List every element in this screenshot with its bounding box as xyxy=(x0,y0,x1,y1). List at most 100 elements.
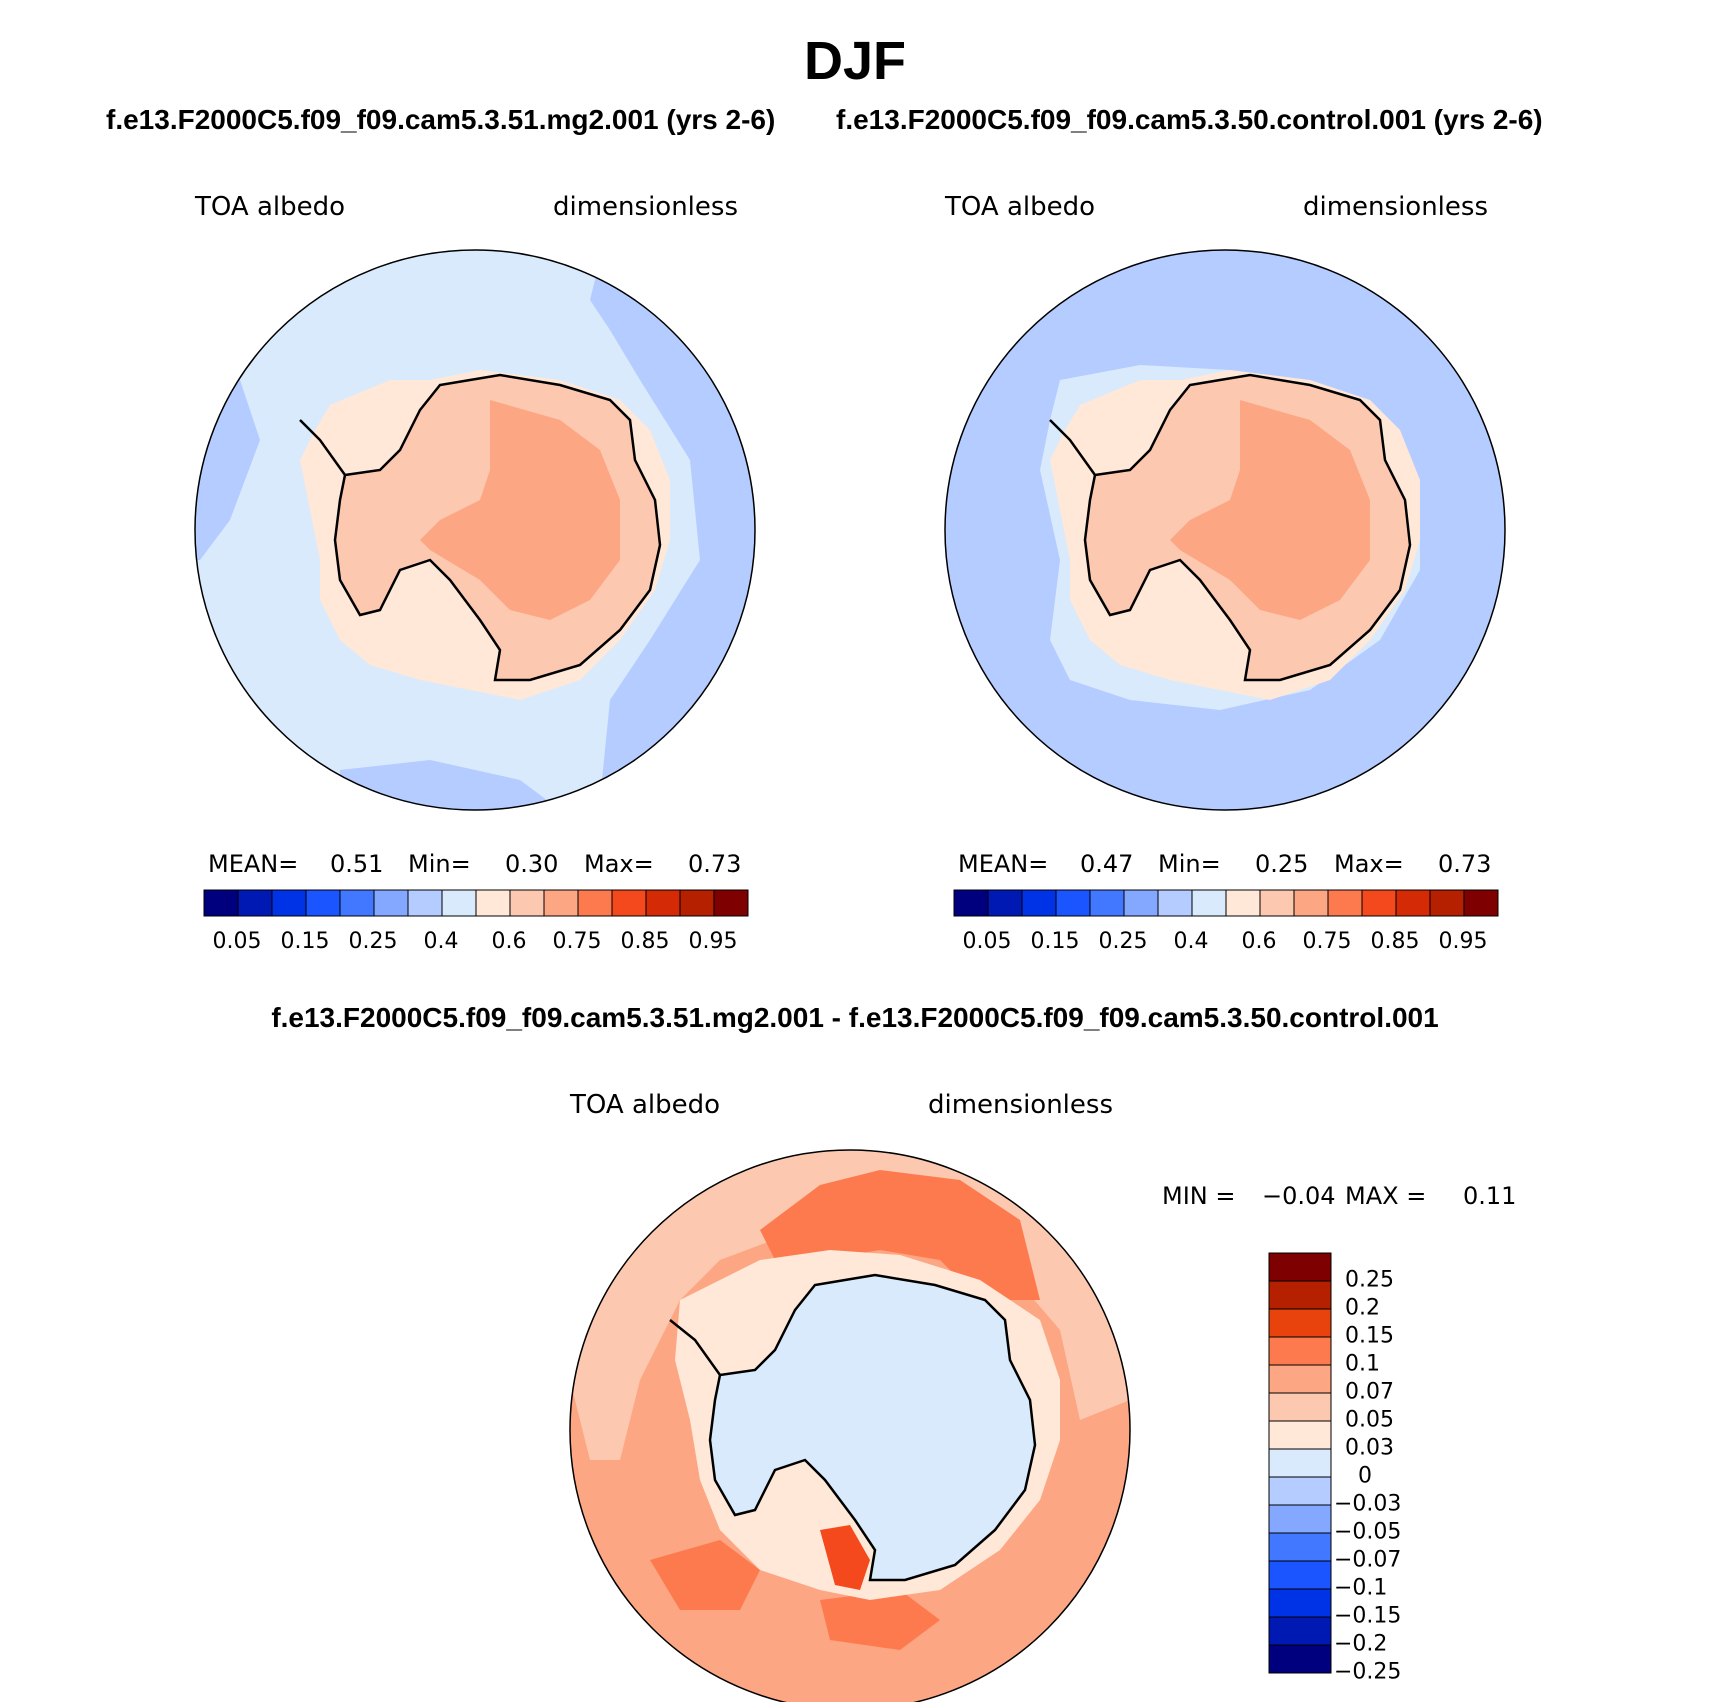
diff-cbar-tick: −0.1 xyxy=(1334,1575,1388,1601)
high-band-south xyxy=(820,1590,940,1650)
diff-cbar-tick: −0.05 xyxy=(1334,1519,1402,1545)
diff-cbar-tick: −0.15 xyxy=(1334,1603,1402,1629)
case-title-left: f.e13.F2000C5.f09_f09.cam5.3.51.mg2.001 … xyxy=(106,104,776,135)
plateau xyxy=(1170,400,1370,620)
panel1-cbar-tick: 0.75 xyxy=(552,929,602,954)
diff-cbar-tick: 0.2 xyxy=(1345,1295,1380,1321)
panel1-colorbar xyxy=(203,889,749,917)
diff-boundary xyxy=(569,1149,1131,1702)
panel2-mean-value: 0.47 xyxy=(1080,850,1134,878)
colorbar-box xyxy=(1463,889,1499,917)
high-band-southwest xyxy=(650,1540,760,1610)
land-fill xyxy=(710,1275,1035,1580)
colorbar-box xyxy=(305,889,341,917)
colorbar-box xyxy=(713,889,749,917)
panel2-variable-label: TOA albedo xyxy=(945,192,1096,222)
coastline xyxy=(1083,373,1412,682)
colorbar-box xyxy=(543,889,579,917)
peak-anomaly xyxy=(820,1525,870,1590)
colorbar-box xyxy=(987,889,1023,917)
panel2-cbar-tick: 0.6 xyxy=(1241,929,1277,954)
colorbar-box xyxy=(1268,1588,1332,1618)
panel2-max-value: 0.73 xyxy=(1438,850,1492,878)
panel1-cbar-tick: 0.25 xyxy=(348,929,398,954)
panel1-units-label: dimensionless xyxy=(553,192,738,222)
diff-max-value: 0.11 xyxy=(1463,1182,1517,1210)
panel1-min-value: 0.30 xyxy=(505,850,559,878)
peninsula-coast xyxy=(299,419,347,476)
colorbar-box xyxy=(679,889,715,917)
colorbar-box xyxy=(1327,889,1363,917)
panel1-variable-label: TOA albedo xyxy=(195,192,346,222)
panel2-max-label: Max= xyxy=(1334,850,1404,878)
colorbar-box xyxy=(441,889,477,917)
panel1-cbar-tick: 0.4 xyxy=(423,929,459,954)
diff-cbar-tick: 0.03 xyxy=(1345,1435,1394,1461)
panel1-cbar-tick: 0.05 xyxy=(212,929,262,954)
colorbar-box xyxy=(1268,1364,1332,1394)
high-band-north xyxy=(760,1170,1040,1300)
colorbar-box xyxy=(237,889,273,917)
diff-cbar-tick: 0.07 xyxy=(1345,1379,1394,1405)
panel1-contours xyxy=(195,250,755,810)
panel1-mean-value: 0.51 xyxy=(330,850,384,878)
panel1-max-label: Max= xyxy=(584,850,654,878)
outer-band-south xyxy=(340,760,560,810)
panel2-contours xyxy=(945,250,1505,810)
panel1-cbar-tick: 0.6 xyxy=(491,929,527,954)
panel2-cbar-tick: 0.05 xyxy=(962,929,1012,954)
diff-cbar-tick: 0.25 xyxy=(1345,1267,1394,1293)
diff-cbar-tick: −0.25 xyxy=(1334,1659,1402,1685)
diff-max-label: MAX = xyxy=(1345,1182,1427,1210)
case-title-right: f.e13.F2000C5.f09_f09.cam5.3.50.control.… xyxy=(836,104,1543,135)
colorbar-box xyxy=(203,889,239,917)
diff-cbar-tick: 0.1 xyxy=(1345,1351,1380,1377)
colorbar-box xyxy=(1268,1560,1332,1590)
season-title: DJF xyxy=(803,31,906,91)
diff-contours xyxy=(570,1150,1130,1702)
colorbar-box xyxy=(1268,1420,1332,1450)
difference-title: f.e13.F2000C5.f09_f09.cam5.3.51.mg2.001 … xyxy=(271,1002,1439,1033)
colorbar-box xyxy=(1268,1252,1332,1282)
panel2-min-value: 0.25 xyxy=(1255,850,1309,878)
panel1-cbar-tick: 0.85 xyxy=(620,929,670,954)
colorbar-box xyxy=(407,889,443,917)
colorbar-box xyxy=(1268,1336,1332,1366)
coastline xyxy=(708,1273,1037,1582)
diff-min-label: MIN = xyxy=(1162,1182,1236,1210)
colorbar-box xyxy=(1361,889,1397,917)
colorbar-box xyxy=(1268,1476,1332,1506)
diff-min-value: −0.04 xyxy=(1262,1182,1336,1210)
diff-cbar-tick: −0.2 xyxy=(1334,1631,1388,1657)
outer-band xyxy=(590,260,755,800)
colorbar-box xyxy=(1268,1504,1332,1534)
panel1-min-label: Min= xyxy=(408,850,471,878)
panel2-cbar-tick: 0.95 xyxy=(1438,929,1488,954)
colorbar-box xyxy=(339,889,375,917)
peninsula-coast xyxy=(1049,419,1097,476)
colorbar-box xyxy=(1268,1644,1332,1674)
panel2-colorbar xyxy=(953,889,1499,917)
panel1-max-value: 0.73 xyxy=(688,850,742,878)
panel1-cbar-tick: 0.15 xyxy=(280,929,330,954)
panel2-units-label: dimensionless xyxy=(1303,192,1488,222)
colorbar-box xyxy=(611,889,647,917)
colorbar-box xyxy=(1268,1308,1332,1338)
colorbar-box xyxy=(1268,1392,1332,1422)
diff-colorbar xyxy=(1268,1252,1332,1674)
panel1-boundary xyxy=(194,249,756,811)
panel2-cbar-tick: 0.75 xyxy=(1302,929,1352,954)
diff-cbar-tick: −0.03 xyxy=(1334,1491,1402,1517)
colorbar-box xyxy=(475,889,511,917)
colorbar-box xyxy=(1268,1280,1332,1310)
diff-cbar-tick: 0.15 xyxy=(1345,1323,1394,1349)
plateau xyxy=(420,400,620,620)
panel2-min-label: Min= xyxy=(1158,850,1221,878)
panel2-cbar-tick: 0.15 xyxy=(1030,929,1080,954)
peninsula-coast xyxy=(669,1319,722,1376)
colorbar-box xyxy=(1395,889,1431,917)
colorbar-box xyxy=(509,889,545,917)
diff-variable-label: TOA albedo xyxy=(570,1090,721,1120)
panel1-mean-label: MEAN= xyxy=(208,850,299,878)
